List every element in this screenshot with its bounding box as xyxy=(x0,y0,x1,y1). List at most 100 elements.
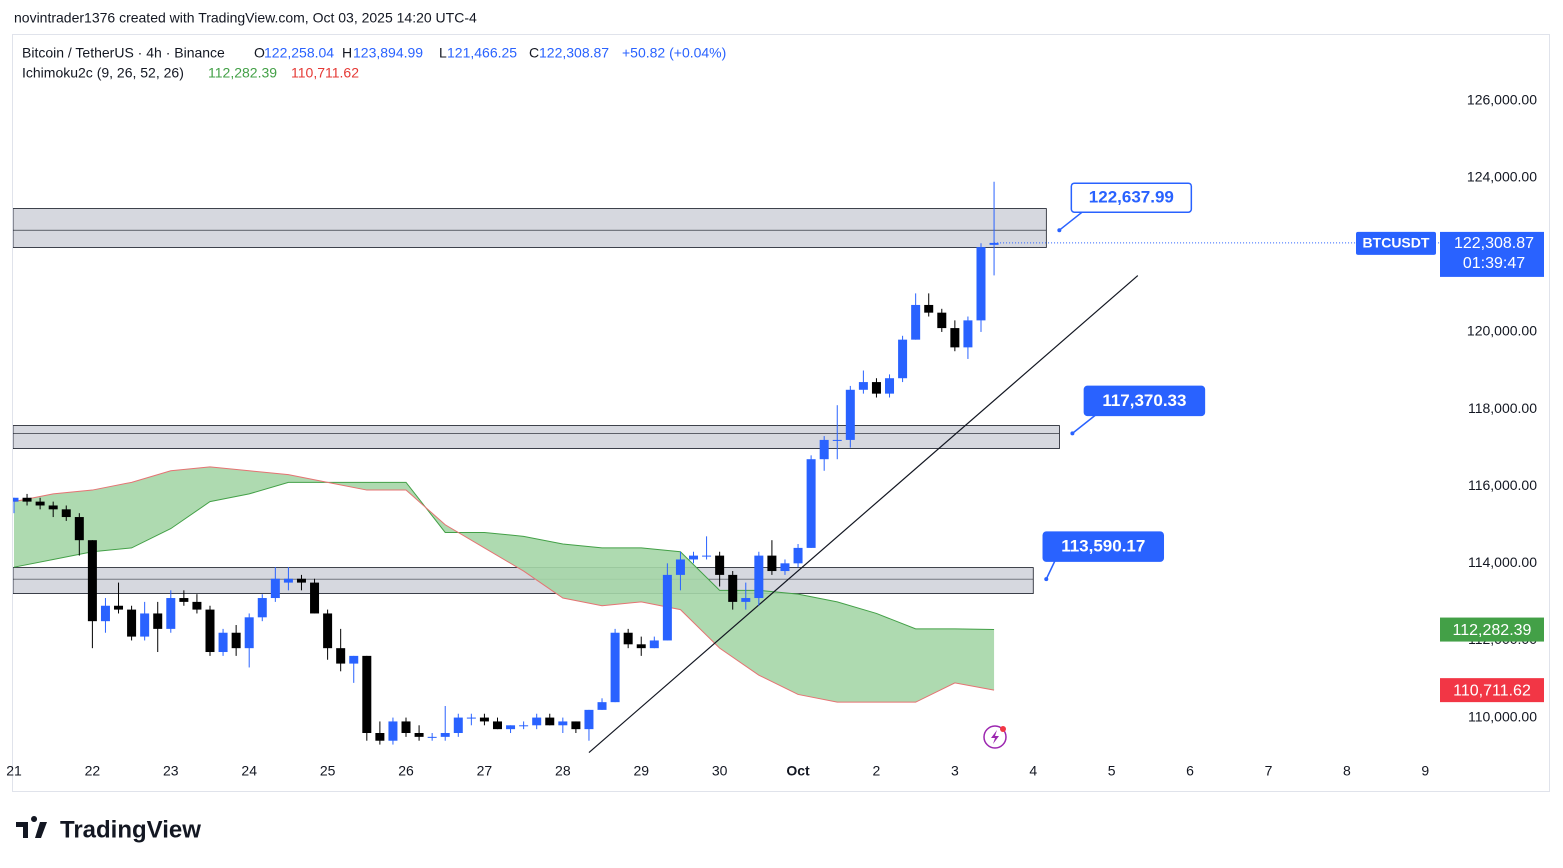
candle-body xyxy=(571,721,581,730)
cloud-badge xyxy=(1440,678,1544,703)
x-tick-label: 24 xyxy=(241,763,257,779)
x-tick-label: 21 xyxy=(6,763,22,779)
cloud-line xyxy=(13,466,995,703)
x-tick-label: 23 xyxy=(163,763,179,779)
x-tick-label: 30 xyxy=(712,763,728,779)
zone xyxy=(13,567,1034,594)
x-tick-label: 8 xyxy=(1343,763,1351,779)
symbol-badge xyxy=(1356,231,1436,255)
price-badge xyxy=(1440,231,1544,277)
candle-body xyxy=(793,547,803,564)
change: +50.82 (+0.04%) xyxy=(622,45,726,61)
callout-anchor xyxy=(1057,228,1062,233)
candle-body xyxy=(989,242,999,245)
callout-box xyxy=(1083,385,1206,417)
candle-body xyxy=(610,632,620,703)
candle-body xyxy=(871,382,881,394)
candle-body xyxy=(976,247,986,321)
candle-body xyxy=(114,605,124,610)
candle-body xyxy=(885,378,895,394)
x-tick-label: 25 xyxy=(320,763,336,779)
candle-body xyxy=(545,717,555,726)
x-tick-label: 3 xyxy=(951,763,959,779)
callout-pointer xyxy=(1071,413,1097,434)
y-tick-label: 110,000.00 xyxy=(1468,708,1537,724)
ohlc-value: 122,258.04 xyxy=(264,45,334,61)
x-tick-label: 29 xyxy=(633,763,649,779)
candle-body xyxy=(48,505,58,510)
candle-body xyxy=(35,501,45,506)
candle-body xyxy=(832,439,842,441)
candle-body xyxy=(401,721,411,734)
x-tick-label: 28 xyxy=(555,763,571,779)
price-badge-label: 122,308.87 xyxy=(1454,235,1534,252)
candle-body xyxy=(819,439,829,460)
candle-body xyxy=(323,613,333,649)
candle-body xyxy=(61,509,71,518)
trendline xyxy=(588,275,1139,753)
candle-body xyxy=(205,609,215,653)
y-tick-label: 118,000.00 xyxy=(1468,400,1537,416)
y-tick-label: 124,000.00 xyxy=(1467,168,1537,184)
callout-anchor xyxy=(1044,577,1049,582)
indicator-value: 110,711.62 xyxy=(291,65,359,81)
candle-body xyxy=(728,574,738,602)
candle-body xyxy=(532,717,542,726)
candle-body xyxy=(845,389,855,440)
candle-body xyxy=(675,559,685,575)
candle-body xyxy=(754,555,764,599)
candle-body xyxy=(963,320,973,348)
candle-body xyxy=(74,517,84,541)
ohlc-letter: O xyxy=(254,45,265,61)
candle-body xyxy=(702,555,712,557)
candle-body xyxy=(100,605,110,622)
candle-body xyxy=(87,540,97,622)
candle-body xyxy=(22,497,32,502)
candle-body xyxy=(140,613,150,637)
candle-body xyxy=(649,640,659,649)
candle-body xyxy=(741,598,751,602)
y-tick-label: 120,000.00 xyxy=(1467,323,1537,339)
candle-body xyxy=(911,304,921,340)
callout-label: 122,637.99 xyxy=(1089,188,1174,207)
cloud-badge xyxy=(1440,617,1544,642)
alert-icon[interactable] xyxy=(983,725,1007,749)
candle-body xyxy=(689,555,699,560)
x-tick-label: 26 xyxy=(398,763,414,779)
callout-box xyxy=(1070,182,1193,213)
brand: TradingView xyxy=(60,816,201,843)
candle-body xyxy=(414,733,424,737)
candle-body xyxy=(924,304,934,313)
x-tick-label: 7 xyxy=(1265,763,1273,779)
credit: novintrader1376 created with TradingView… xyxy=(14,10,477,26)
candle-body xyxy=(13,497,19,502)
cloud-fill xyxy=(13,466,995,703)
ohlc-value: 122,308.87 xyxy=(539,45,609,61)
callout-box xyxy=(1042,531,1165,562)
callout-anchor xyxy=(1070,431,1075,436)
cloud-badge-label: 112,282.39 xyxy=(1453,622,1532,639)
candle-body xyxy=(388,721,398,741)
ohlc-value: 123,894.99 xyxy=(353,45,423,61)
candle-body xyxy=(780,563,790,572)
candle-body xyxy=(479,717,489,722)
x-tick-label: 2 xyxy=(873,763,881,779)
candle-body xyxy=(310,582,320,614)
x-tick-label: 22 xyxy=(85,763,101,779)
candle-body xyxy=(153,613,163,629)
candle-body xyxy=(506,725,516,730)
callout-label: 113,590.17 xyxy=(1061,537,1145,556)
candle-body xyxy=(296,578,306,583)
candle-body xyxy=(362,655,372,734)
candle-body xyxy=(218,632,228,653)
candle-body xyxy=(440,733,450,737)
cloud-badge-label: 110,711.62 xyxy=(1453,682,1531,699)
ohlc-letter: C xyxy=(529,45,539,61)
candle-body xyxy=(584,709,594,730)
indicator: Ichimoku2c (9, 26, 52, 26) xyxy=(22,65,184,81)
symbol: Bitcoin / TetherUS · 4h · Binance xyxy=(22,45,225,61)
candle-body xyxy=(937,312,947,329)
x-tick-label: 5 xyxy=(1108,763,1116,779)
candle-body xyxy=(283,578,293,583)
